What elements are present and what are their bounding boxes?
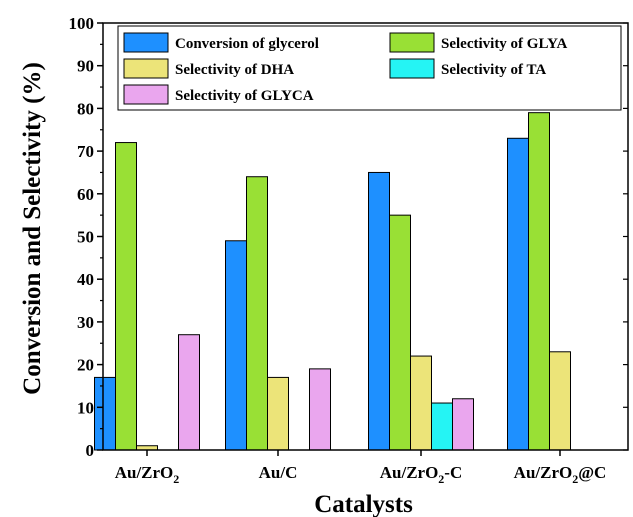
legend-box	[117, 25, 622, 111]
legend-swatch	[123, 84, 169, 105]
legend-swatch	[389, 58, 435, 79]
legend-swatch	[123, 58, 169, 79]
x-tick-label: Au/ZrO2	[115, 463, 180, 486]
y-tick-label: 10	[77, 398, 94, 417]
bars-group	[94, 112, 571, 451]
legend-swatch	[389, 32, 435, 53]
x-tick-label: Au/C	[259, 463, 298, 482]
x-tick-label: Au/ZrO2-C	[380, 463, 463, 486]
bar	[178, 334, 200, 451]
y-tick-label: 100	[69, 14, 95, 33]
x-tick-label-subscript: 2	[572, 472, 578, 486]
bar	[452, 398, 474, 451]
legend-label: Selectivity of GLYA	[441, 36, 568, 52]
bar	[309, 368, 331, 451]
legend: Conversion of glycerol Selectivity of GLY…	[117, 25, 622, 111]
y-tick-label: 90	[77, 57, 94, 76]
x-tick-label-subscript: 2	[438, 472, 444, 486]
y-tick-label: 70	[77, 142, 94, 161]
y-axis: 0 10 20 30 40 50 60 70 80 90 100	[69, 14, 628, 460]
legend-swatch	[123, 32, 169, 53]
x-tick-label-base: Au/ZrO	[380, 463, 439, 482]
bar	[507, 137, 529, 451]
x-tick-label-subscript: 2	[173, 472, 179, 486]
x-axis-title: Catalysts	[314, 491, 413, 517]
y-tick-label: 20	[77, 356, 94, 375]
bar	[549, 351, 571, 451]
x-tick-label-suffix: @C	[578, 463, 606, 482]
legend-label: Selectivity of GLYCA	[175, 88, 314, 104]
bar	[431, 402, 453, 451]
legend-label: Conversion of glycerol	[175, 36, 319, 52]
y-tick-label: 40	[77, 270, 94, 289]
legend-label: Selectivity of TA	[441, 62, 546, 78]
bar	[528, 112, 550, 451]
bar	[94, 376, 116, 451]
x-axis: Au/ZrO2 Au/C Au/ZrO2-C Au/ZrO2@C	[115, 450, 607, 486]
x-tick-label-suffix: -C	[444, 463, 462, 482]
y-tick-label: 80	[77, 99, 94, 118]
bar	[368, 171, 390, 451]
y-tick-label: 0	[86, 441, 95, 460]
x-tick-label-base: Au/ZrO	[115, 463, 174, 482]
bar	[410, 355, 432, 451]
y-tick-label: 50	[77, 228, 94, 247]
bar	[115, 142, 137, 451]
x-tick-label-base: Au/ZrO	[514, 463, 573, 482]
x-tick-label-base: Au/C	[259, 463, 298, 482]
y-tick-label: 30	[77, 313, 94, 332]
y-tick-label: 60	[77, 185, 94, 204]
legend-label: Selectivity of DHA	[175, 62, 294, 78]
bar	[267, 376, 289, 451]
y-axis-title: Conversion and Selectivity (%)	[19, 62, 46, 395]
bar	[225, 240, 247, 451]
x-tick-label: Au/ZrO2@C	[514, 463, 607, 486]
bar	[246, 176, 268, 451]
bar	[389, 214, 411, 451]
